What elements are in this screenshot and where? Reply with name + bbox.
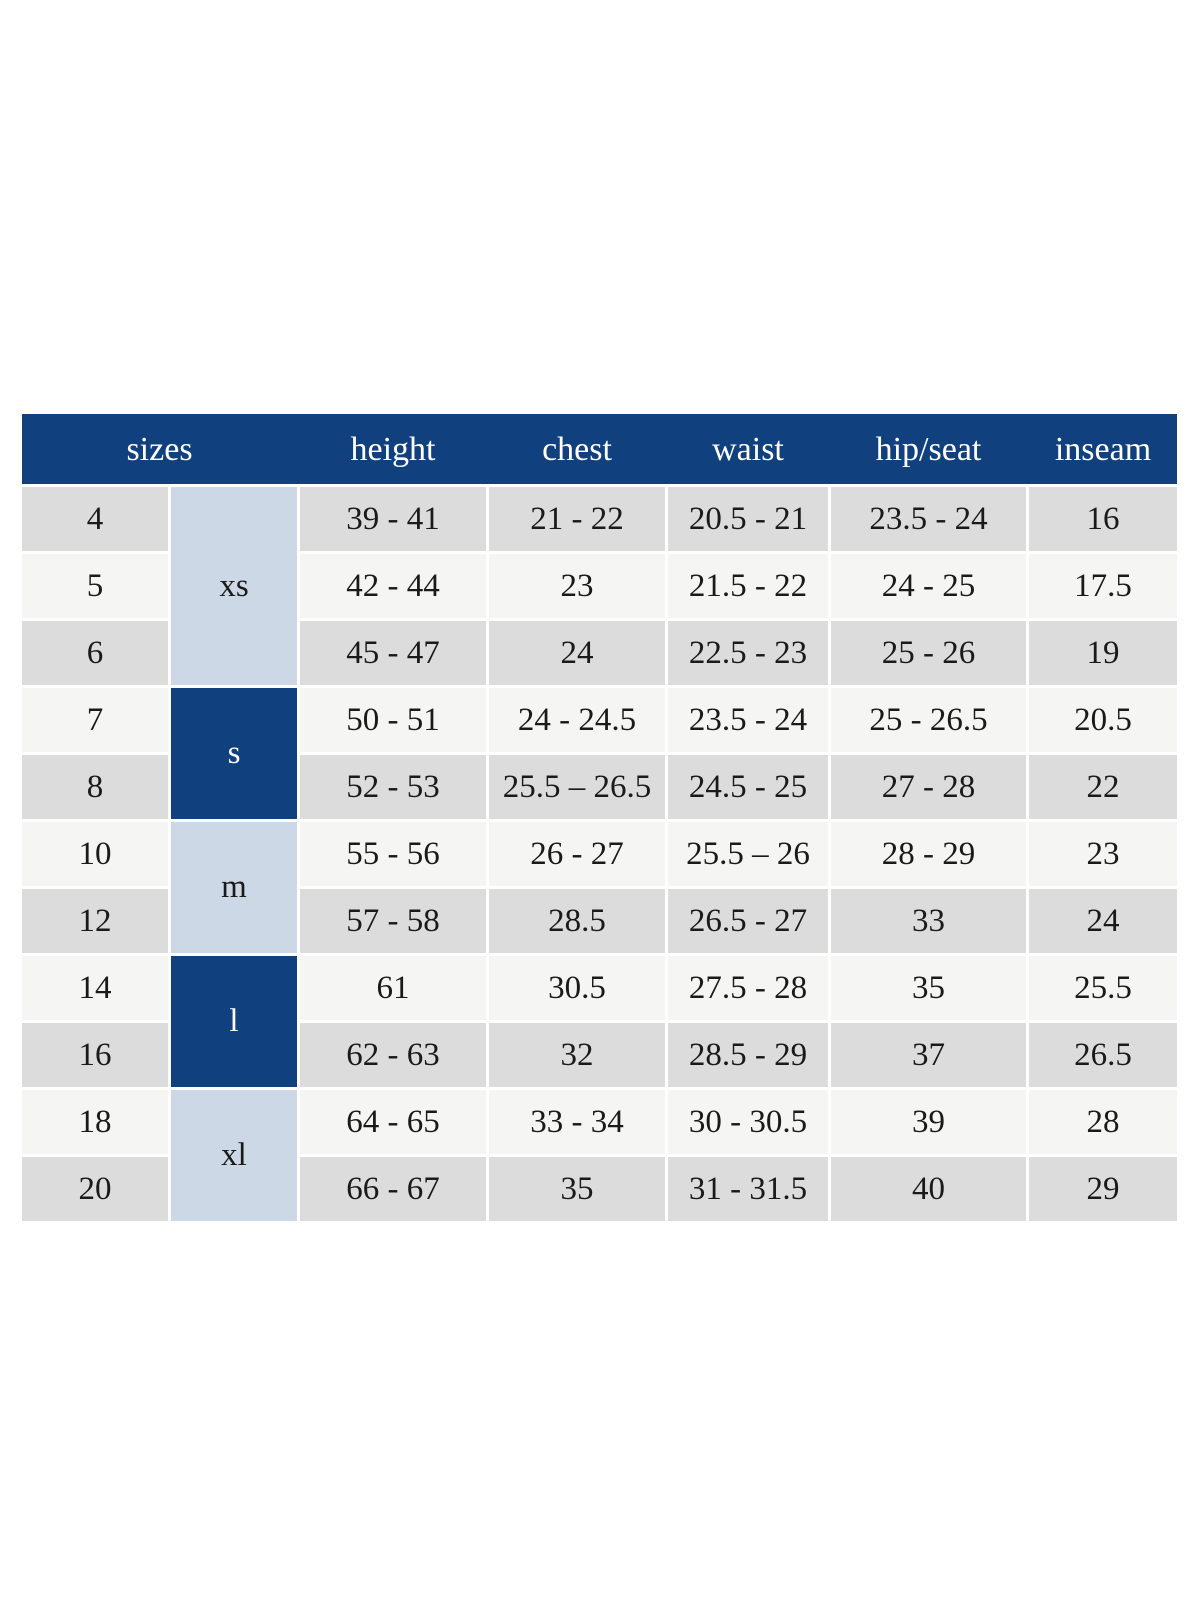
- cell-hip-seat-size-10: 28 - 29: [831, 822, 1026, 886]
- cell-size-size-8: 8: [22, 755, 168, 819]
- cell-waist-size-8: 24.5 - 25: [668, 755, 828, 819]
- cell-height-size-7: 50 - 51: [300, 688, 486, 752]
- cell-inseam-size-8: 22: [1029, 755, 1177, 819]
- cell-waist-size-16: 28.5 - 29: [668, 1023, 828, 1087]
- group-cell-xl: xl: [171, 1090, 297, 1221]
- header-cell-height: height: [350, 431, 436, 468]
- cell-size-size-18: 18: [22, 1090, 168, 1154]
- cell-chest-size-7: 24 - 24.5: [489, 688, 665, 752]
- cell-hip-seat-size-8: 27 - 28: [831, 755, 1026, 819]
- cell-chest-size-16: 32: [489, 1023, 665, 1087]
- cell-height-size-8: 52 - 53: [300, 755, 486, 819]
- cell-inseam-size-14: 25.5: [1029, 956, 1177, 1020]
- cell-chest-size-5: 23: [489, 554, 665, 618]
- cell-size-size-7: 7: [22, 688, 168, 752]
- cell-waist-size-18: 30 - 30.5: [668, 1090, 828, 1154]
- cell-hip-seat-size-16: 37: [831, 1023, 1026, 1087]
- cell-size-size-4: 4: [22, 487, 168, 551]
- cell-hip-seat-size-12: 33: [831, 889, 1026, 953]
- cell-hip-seat-size-6: 25 - 26: [831, 621, 1026, 685]
- cell-size-size-14: 14: [22, 956, 168, 1020]
- table-header-row: sizes height chest waist hip/seat inseam: [22, 414, 1177, 484]
- cell-inseam-size-16: 26.5: [1029, 1023, 1177, 1087]
- cell-inseam-size-4: 16: [1029, 487, 1177, 551]
- cell-hip-seat-size-4: 23.5 - 24: [831, 487, 1026, 551]
- cell-size-size-6: 6: [22, 621, 168, 685]
- size-chart-table: sizes height chest waist hip/seat inseam…: [22, 414, 1177, 1221]
- group-cell-l: l: [171, 956, 297, 1087]
- cell-chest-size-20: 35: [489, 1157, 665, 1221]
- cell-waist-size-5: 21.5 - 22: [668, 554, 828, 618]
- cell-height-size-14: 61: [300, 956, 486, 1020]
- header-cell-hip-seat: hip/seat: [875, 431, 982, 468]
- cell-hip-seat-size-18: 39: [831, 1090, 1026, 1154]
- header-cell-sizes: sizes: [126, 431, 193, 468]
- cell-chest-size-10: 26 - 27: [489, 822, 665, 886]
- cell-waist-size-7: 23.5 - 24: [668, 688, 828, 752]
- cell-inseam-size-12: 24: [1029, 889, 1177, 953]
- cell-size-size-5: 5: [22, 554, 168, 618]
- cell-chest-size-12: 28.5: [489, 889, 665, 953]
- group-cell-m: m: [171, 822, 297, 953]
- cell-chest-size-4: 21 - 22: [489, 487, 665, 551]
- cell-size-size-20: 20: [22, 1157, 168, 1221]
- cell-height-size-5: 42 - 44: [300, 554, 486, 618]
- cell-size-size-10: 10: [22, 822, 168, 886]
- cell-inseam-size-20: 29: [1029, 1157, 1177, 1221]
- cell-inseam-size-18: 28: [1029, 1090, 1177, 1154]
- cell-chest-size-8: 25.5 – 26.5: [489, 755, 665, 819]
- cell-height-size-16: 62 - 63: [300, 1023, 486, 1087]
- cell-inseam-size-6: 19: [1029, 621, 1177, 685]
- cell-size-size-16: 16: [22, 1023, 168, 1087]
- cell-height-size-18: 64 - 65: [300, 1090, 486, 1154]
- cell-waist-size-12: 26.5 - 27: [668, 889, 828, 953]
- cell-waist-size-10: 25.5 – 26: [668, 822, 828, 886]
- cell-chest-size-18: 33 - 34: [489, 1090, 665, 1154]
- cell-hip-seat-size-20: 40: [831, 1157, 1026, 1221]
- header-cell-waist: waist: [712, 431, 784, 468]
- cell-waist-size-6: 22.5 - 23: [668, 621, 828, 685]
- cell-waist-size-14: 27.5 - 28: [668, 956, 828, 1020]
- cell-hip-seat-size-5: 24 - 25: [831, 554, 1026, 618]
- cell-waist-size-4: 20.5 - 21: [668, 487, 828, 551]
- cell-inseam-size-7: 20.5: [1029, 688, 1177, 752]
- size-chart: sizes height chest waist hip/seat inseam…: [22, 414, 1177, 1221]
- cell-height-size-6: 45 - 47: [300, 621, 486, 685]
- cell-size-size-12: 12: [22, 889, 168, 953]
- cell-chest-size-6: 24: [489, 621, 665, 685]
- group-cell-xs: xs: [171, 487, 297, 685]
- cell-hip-seat-size-7: 25 - 26.5: [831, 688, 1026, 752]
- cell-height-size-4: 39 - 41: [300, 487, 486, 551]
- cell-inseam-size-10: 23: [1029, 822, 1177, 886]
- cell-inseam-size-5: 17.5: [1029, 554, 1177, 618]
- cell-height-size-20: 66 - 67: [300, 1157, 486, 1221]
- cell-chest-size-14: 30.5: [489, 956, 665, 1020]
- header-cell-inseam: inseam: [1054, 431, 1152, 468]
- cell-height-size-10: 55 - 56: [300, 822, 486, 886]
- cell-height-size-12: 57 - 58: [300, 889, 486, 953]
- cell-hip-seat-size-14: 35: [831, 956, 1026, 1020]
- header-cell-chest: chest: [542, 431, 612, 468]
- group-cell-s: s: [171, 688, 297, 819]
- cell-waist-size-20: 31 - 31.5: [668, 1157, 828, 1221]
